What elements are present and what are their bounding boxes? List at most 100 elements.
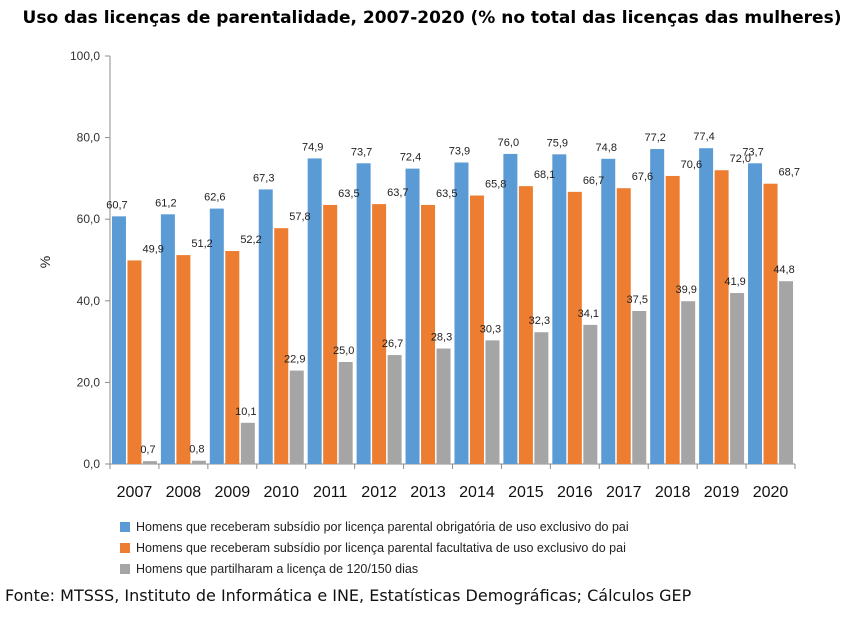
x-tick-label: 2007: [117, 484, 153, 501]
legend-swatch: [120, 521, 130, 532]
y-tick-label: 100,0: [70, 49, 100, 63]
legend-item: Homens que receberam subsídio por licenç…: [120, 537, 629, 558]
data-label: 51,2: [191, 238, 212, 250]
data-label: 73,9: [449, 145, 470, 157]
bar-series-1: [258, 189, 273, 464]
legend-item: Homens que partilharam a licença de 120/…: [120, 558, 629, 579]
bar-series-1: [601, 158, 616, 465]
bar-series-1: [650, 149, 665, 465]
data-label: 26,7: [382, 338, 403, 350]
chart-bars: [111, 148, 794, 465]
bar-series-3: [534, 332, 549, 464]
legend-swatch: [120, 542, 130, 553]
bar-series-2: [127, 260, 142, 464]
bar-series-3: [142, 461, 157, 464]
bar-series-3: [338, 362, 353, 464]
y-axis-label: %: [37, 256, 53, 268]
x-tick-label: 2019: [704, 484, 740, 501]
data-label: 32,3: [529, 315, 550, 327]
chart-axes: 0,0 20,0 40,0 60,0 80,0 100,0% 2007 2008 2009 201…: [37, 49, 796, 501]
data-label: 68,1: [534, 169, 555, 181]
bar-series-3: [730, 293, 745, 464]
x-tick-label: 2008: [166, 484, 202, 501]
bar-series-2: [323, 204, 338, 465]
data-label: 25,0: [333, 345, 354, 357]
data-label: 0,7: [140, 444, 155, 456]
data-label: 72,0: [730, 153, 751, 165]
data-label: 10,1: [235, 406, 256, 418]
data-label: 28,3: [431, 332, 452, 344]
bar-series-2: [616, 188, 631, 464]
chart-legend: Homens que receberam subsídio por licenç…: [120, 516, 629, 579]
data-label: 61,2: [155, 197, 176, 209]
x-tick-label: 2013: [410, 484, 446, 501]
y-tick-label: 60,0: [77, 212, 101, 226]
y-tick-label: 20,0: [77, 375, 101, 389]
data-label: 37,5: [627, 294, 648, 306]
data-label: 22,9: [284, 354, 305, 366]
bar-series-2: [665, 175, 680, 464]
data-label: 0,8: [189, 444, 204, 456]
x-tick-label: 2014: [459, 484, 495, 501]
bar-series-2: [518, 186, 533, 465]
data-label: 75,9: [547, 137, 568, 149]
data-label: 57,8: [289, 211, 310, 223]
bar-series-1: [307, 158, 322, 464]
data-label: 77,4: [693, 131, 714, 143]
bar-series-1: [356, 163, 371, 464]
bar-series-2: [567, 191, 582, 464]
data-label: 39,9: [675, 284, 696, 296]
bar-series-3: [681, 301, 696, 464]
bar-series-3: [632, 311, 647, 464]
bar-series-1: [209, 208, 224, 464]
data-label: 72,4: [400, 152, 421, 164]
bar-series-3: [436, 348, 451, 464]
bar-series-2: [225, 251, 240, 464]
bar-series-3: [583, 324, 598, 464]
data-label: 67,6: [632, 171, 653, 183]
x-tick-label: 2012: [361, 484, 397, 501]
x-tick-label: 2020: [753, 484, 789, 501]
data-label: 41,9: [724, 276, 745, 288]
data-label: 66,7: [583, 175, 604, 187]
bar-series-3: [485, 340, 500, 464]
bar-series-2: [421, 204, 436, 465]
chart-title: Uso das licenças de parentalidade, 2007-…: [22, 8, 842, 28]
data-label: 62,6: [204, 192, 225, 204]
legend-swatch: [120, 563, 130, 574]
x-tick-label: 2011: [313, 484, 348, 501]
bar-series-2: [763, 183, 778, 465]
data-label: 77,2: [644, 132, 665, 144]
y-tick-label: 0,0: [83, 457, 100, 471]
data-label: 74,8: [596, 142, 617, 154]
bar-series-1: [552, 154, 567, 464]
data-label: 49,9: [142, 243, 163, 255]
data-label: 63,5: [338, 188, 359, 200]
legend-label: Homens que receberam subsídio por licenç…: [136, 519, 629, 534]
x-tick-label: 2009: [215, 484, 251, 501]
data-label: 34,1: [578, 308, 599, 320]
data-label: 76,0: [498, 137, 519, 149]
x-tick-label: 2018: [655, 484, 691, 501]
y-tick-label: 80,0: [77, 131, 101, 145]
bar-series-1: [454, 162, 469, 464]
data-label: 44,8: [773, 264, 794, 276]
data-label: 63,7: [387, 187, 408, 199]
bar-series-1: [503, 153, 518, 465]
bar-series-1: [160, 214, 175, 464]
legend-item: Homens que receberam subsídio por licenç…: [120, 516, 629, 537]
data-label: 63,5: [436, 188, 457, 200]
legend-label: Homens que receberam subsídio por licenç…: [136, 540, 626, 555]
chart-source-note: Fonte: MTSSS, Instituto de Informática e…: [5, 586, 692, 605]
data-label: 30,3: [480, 323, 501, 335]
bar-series-2: [469, 195, 484, 464]
bar-series-1: [405, 168, 420, 464]
data-label: 52,2: [240, 234, 261, 246]
bar-series-3: [289, 370, 304, 464]
data-label: 73,7: [351, 146, 372, 158]
data-label: 70,6: [681, 159, 702, 171]
x-tick-label: 2016: [557, 484, 593, 501]
data-label: 74,9: [302, 141, 323, 153]
data-label: 65,8: [485, 179, 506, 191]
